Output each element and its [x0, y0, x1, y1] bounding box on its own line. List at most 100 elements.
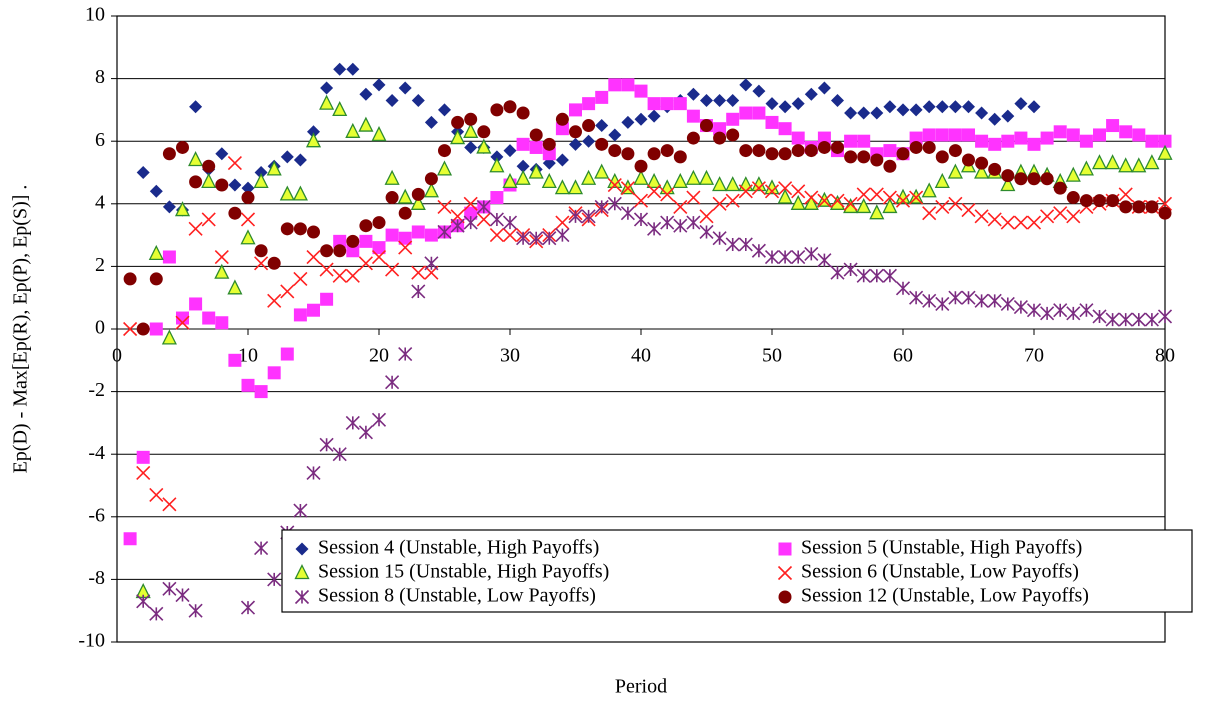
legend-marker: [294, 564, 310, 580]
marker: [1053, 303, 1068, 318]
marker: [857, 150, 871, 164]
marker: [777, 188, 793, 204]
marker: [830, 193, 845, 208]
marker: [712, 176, 728, 192]
marker: [568, 209, 583, 224]
marker: [947, 163, 963, 179]
marker: [333, 244, 347, 258]
marker: [1001, 169, 1015, 183]
marker: [1053, 125, 1067, 139]
marker: [542, 137, 556, 151]
marker: [594, 163, 610, 179]
marker: [595, 119, 609, 133]
marker: [1000, 176, 1016, 192]
marker: [398, 240, 413, 255]
marker: [450, 129, 466, 145]
marker: [738, 184, 753, 199]
marker: [948, 196, 963, 211]
marker: [555, 122, 569, 136]
marker: [1040, 306, 1055, 321]
marker: [633, 169, 649, 185]
marker: [844, 134, 858, 148]
marker: [869, 204, 885, 220]
marker: [882, 190, 897, 205]
marker: [333, 234, 347, 248]
marker: [869, 268, 884, 283]
marker: [1158, 206, 1172, 220]
marker: [686, 131, 700, 145]
marker: [1001, 134, 1015, 148]
marker: [489, 157, 505, 173]
marker: [713, 122, 727, 136]
marker: [227, 279, 243, 295]
legend-label: Session 15 (Unstable, High Payoffs): [318, 561, 609, 583]
marker: [948, 128, 962, 142]
marker: [241, 378, 255, 392]
marker: [962, 128, 975, 142]
marker: [266, 160, 282, 176]
marker: [149, 272, 163, 286]
marker: [1040, 131, 1054, 145]
marker: [516, 137, 530, 151]
marker: [569, 125, 582, 139]
marker: [922, 128, 936, 142]
marker: [215, 178, 229, 192]
marker: [424, 228, 438, 242]
legend-marker: [778, 542, 792, 556]
marker: [843, 262, 858, 277]
marker: [555, 215, 570, 230]
marker: [686, 190, 701, 205]
marker: [921, 182, 937, 198]
marker: [436, 160, 453, 176]
marker: [1144, 312, 1159, 327]
marker: [725, 176, 741, 192]
marker: [346, 244, 360, 258]
marker: [307, 225, 320, 239]
marker: [1132, 200, 1146, 214]
marker: [712, 231, 727, 246]
marker: [726, 128, 740, 142]
marker: [975, 134, 989, 148]
marker: [1027, 137, 1041, 151]
marker: [633, 212, 649, 227]
marker: [307, 303, 320, 317]
marker: [227, 156, 242, 171]
marker: [189, 100, 203, 114]
marker: [254, 256, 269, 271]
marker: [464, 140, 478, 154]
marker: [647, 97, 661, 111]
x-tick-label: 50: [762, 345, 782, 367]
marker: [188, 221, 203, 236]
marker: [385, 94, 399, 108]
marker: [320, 292, 334, 306]
marker: [280, 284, 295, 299]
marker: [463, 122, 479, 138]
marker: [502, 215, 518, 230]
marker: [1105, 312, 1120, 327]
x-tick-label: 30: [500, 345, 520, 367]
marker: [608, 78, 622, 92]
marker: [621, 115, 635, 129]
marker: [804, 87, 818, 101]
marker: [554, 179, 570, 195]
marker: [541, 172, 557, 189]
marker: [490, 191, 504, 205]
marker: [464, 112, 478, 126]
marker: [647, 147, 661, 161]
marker: [948, 100, 962, 114]
marker: [672, 172, 688, 189]
marker: [974, 163, 990, 179]
marker: [778, 181, 793, 196]
marker: [581, 169, 597, 185]
marker: [1000, 215, 1015, 230]
legend-label: Session 4 (Unstable, High Payoffs): [318, 537, 599, 559]
marker: [856, 197, 872, 214]
marker: [987, 212, 1002, 227]
marker: [962, 153, 975, 167]
marker: [1079, 194, 1093, 208]
y-axis-label: Ep(D) - Max[Ep(R), Ep(P), Ep(S)] .: [10, 185, 32, 474]
marker: [503, 144, 517, 158]
marker: [503, 100, 517, 114]
legend-label: Session 8 (Unstable, Low Payoffs): [318, 585, 596, 607]
marker: [634, 112, 648, 126]
